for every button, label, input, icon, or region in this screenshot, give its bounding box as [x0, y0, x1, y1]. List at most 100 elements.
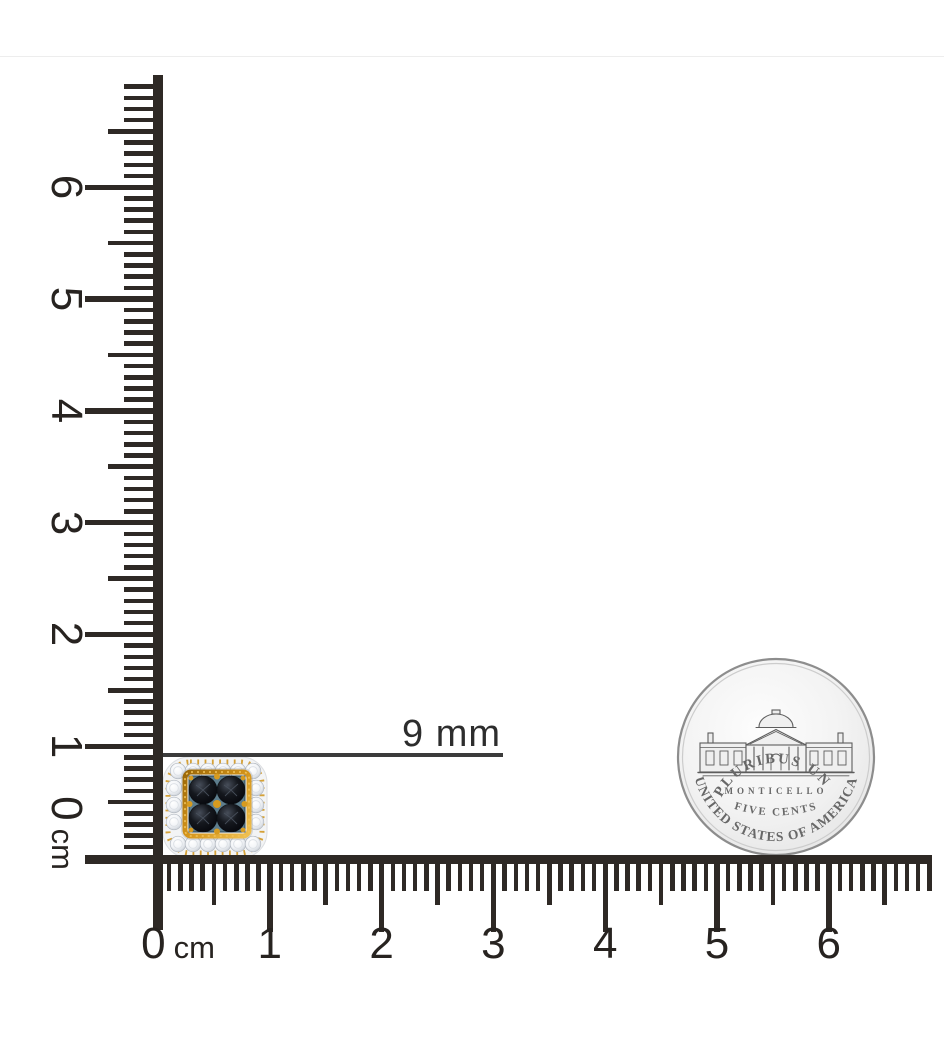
vertical-ruler-spine [153, 75, 163, 930]
ruler-tick [124, 229, 153, 235]
ruler-tick [625, 864, 630, 891]
ruler-tick [124, 497, 153, 503]
ruler-tick [658, 864, 664, 905]
ruler-tick [793, 864, 798, 891]
ruler-tick [670, 864, 675, 891]
ruler-tick [124, 397, 153, 402]
ruler-tick [124, 732, 153, 738]
ruler-tick [124, 676, 153, 682]
ruler-tick [124, 710, 153, 715]
ruler-tick [124, 665, 153, 671]
ruler-tick [124, 430, 153, 436]
ruler-number: 6 [816, 919, 842, 968]
ruler-unit: cm [173, 930, 215, 965]
ruler-tick [234, 864, 239, 891]
ruler-tick [781, 864, 787, 891]
ruler-tick [124, 542, 153, 548]
ruler-tick [211, 864, 217, 905]
white-diamond-facet [173, 839, 183, 849]
ruler-tick [490, 864, 497, 932]
ruler-tick [124, 106, 153, 112]
ruler-tick [446, 864, 451, 891]
ruler-tick [124, 721, 153, 727]
ruler-tick [569, 864, 574, 891]
ruler-tick [124, 453, 153, 458]
ruler-tick [124, 162, 153, 168]
ruler-tick [848, 864, 854, 891]
ruler-number: 2 [369, 919, 394, 968]
ruler-number: 5 [704, 919, 730, 968]
ruler-tick [108, 464, 153, 469]
ruler-tick [124, 285, 153, 291]
ruler-tick [124, 307, 153, 313]
ruler-tick [124, 553, 153, 559]
ruler-tick [915, 864, 921, 891]
ruler-tick [837, 864, 843, 891]
ruler-tick [124, 844, 153, 850]
white-diamond-facet [233, 839, 243, 849]
ruler-tick [124, 263, 153, 268]
ruler-tick [412, 864, 418, 891]
ruler-tick [535, 864, 541, 891]
halo-inner-shadow [181, 768, 253, 840]
ruler-tick [124, 274, 153, 279]
ruler-tick [124, 95, 153, 101]
ruler-tick [85, 519, 153, 526]
ruler-tick [124, 486, 153, 492]
ruler-tick [267, 864, 273, 932]
ruler-tick [692, 864, 697, 891]
ruler-tick [108, 576, 153, 581]
horizontal-ruler-label-6: 6 [817, 919, 841, 969]
ruler-tick [256, 864, 261, 891]
ruler-tick [468, 864, 474, 891]
white-diamond-facet [251, 800, 261, 810]
ruler-tick [124, 620, 153, 626]
ruler-number: 0 [141, 919, 166, 968]
ruler-tick [636, 864, 641, 891]
ruler-tick [108, 799, 153, 805]
ruler-tick [124, 341, 153, 346]
ruler-tick [124, 766, 153, 771]
ruler-tick [108, 129, 153, 134]
white-diamond-facet [188, 839, 198, 849]
ruler-tick [85, 743, 153, 749]
ruler-tick [189, 864, 194, 891]
ruler-tick [124, 609, 153, 615]
ruler-tick [124, 565, 153, 570]
ruler-tick [245, 864, 250, 891]
gold-frame-highlight [184, 771, 250, 837]
white-diamond-facet [251, 817, 261, 827]
ruler-tick [124, 509, 153, 514]
ruler-tick [166, 864, 172, 891]
gold-glint-ring [165, 759, 265, 856]
horizontal-ruler-label-4: 4 [593, 919, 617, 969]
ruler-tick [927, 864, 932, 891]
ruler-tick [457, 864, 463, 891]
ruler-tick [435, 864, 440, 905]
white-diamond-facet [218, 839, 228, 849]
white-diamond-facet [251, 783, 261, 793]
ruler-tick [424, 864, 429, 891]
ruler-tick [703, 864, 709, 891]
ruler-tick [602, 864, 608, 932]
ruler-tick [124, 788, 153, 794]
black-diamond-stud-earring [162, 757, 268, 858]
ruler-tick [124, 475, 153, 481]
ruler-tick [893, 864, 899, 891]
white-diamond-facet [169, 817, 179, 827]
ruler-tick [124, 822, 153, 827]
ruler-tick [85, 408, 153, 414]
ruler-tick [826, 864, 832, 932]
horizontal-ruler-label-3: 3 [481, 919, 505, 969]
ruler-tick [737, 864, 742, 891]
white-diamond-facet [203, 839, 213, 849]
ruler-tick [345, 864, 351, 891]
ruler-tick [759, 864, 764, 891]
ruler-tick [85, 184, 153, 190]
white-diamond [244, 835, 262, 853]
ruler-tick [124, 207, 153, 212]
ruler-number: 3 [481, 919, 506, 968]
ruler-tick [124, 252, 153, 257]
ruler-tick [378, 864, 385, 932]
